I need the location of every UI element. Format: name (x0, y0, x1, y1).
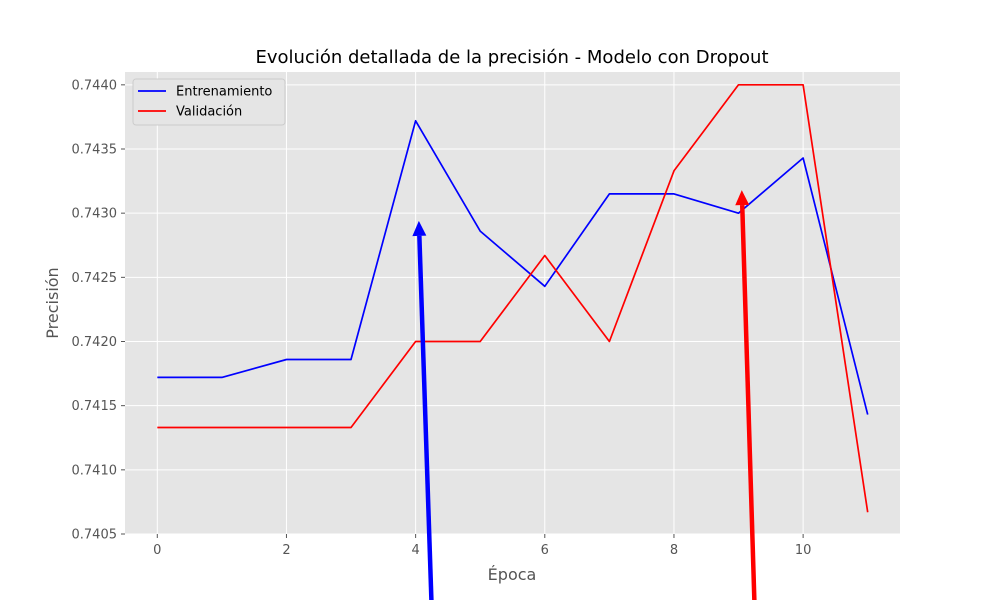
chart-title: Evolución detallada de la precisión - Mo… (256, 47, 769, 68)
x-tick-label: 8 (670, 543, 678, 558)
annotation-arrow (735, 190, 757, 600)
y-tick-label: 0.7410 (72, 463, 118, 478)
x-axis-ticks: 0 2 4 6 8 10 (153, 534, 811, 558)
y-axis-ticks: 0.7405 0.7410 0.7415 0.7420 0.7425 0.7430 0.74… (72, 78, 125, 543)
series-line-validación (157, 83, 869, 513)
x-axis-label: Época (488, 565, 537, 584)
legend-box (132, 78, 286, 126)
y-tick-label: 0.7425 (72, 271, 118, 286)
y-tick-label: 0.7430 (72, 207, 118, 222)
x-tick-label: 2 (282, 543, 290, 558)
series-line-entrenamiento (157, 119, 869, 415)
y-tick-label: 0.7415 (72, 399, 118, 414)
plot-area (125, 72, 900, 534)
arrow-head (735, 190, 750, 206)
y-axis-label: Precisión (43, 267, 62, 338)
series-lines (157, 83, 869, 513)
x-tick-label: 10 (795, 543, 812, 558)
y-tick-label: 0.7435 (72, 143, 118, 158)
legend: Entrenamiento Validación (132, 78, 286, 126)
arrow-shaft (417, 235, 434, 600)
x-tick-label: 0 (153, 543, 161, 558)
y-tick-label: 0.7420 (72, 335, 118, 350)
y-tick-label: 0.7440 (72, 78, 118, 93)
x-tick-label: 6 (541, 543, 549, 558)
annotation-arrow (412, 220, 434, 600)
annotation-arrows (412, 190, 757, 600)
arrow-head (412, 220, 427, 237)
arrow-shaft (739, 204, 757, 600)
x-tick-label: 4 (411, 543, 419, 558)
legend-label: Entrenamiento (176, 85, 272, 100)
y-tick-label: 0.7405 (72, 528, 118, 543)
legend-label: Validación (176, 105, 242, 120)
